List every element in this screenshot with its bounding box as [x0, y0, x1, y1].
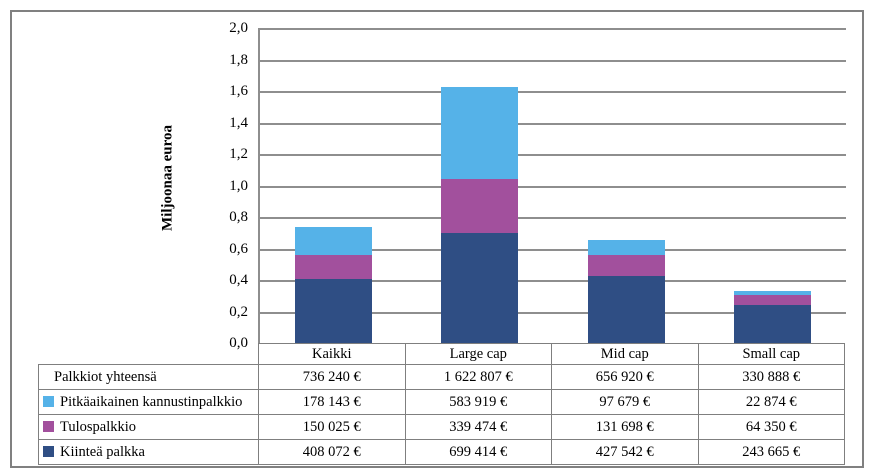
y-tick-label: 0,0 [229, 335, 248, 351]
series-label-cell: Pitkäaikainen kannustinpalkkio [38, 389, 259, 415]
table-row: Tulospalkkio 150 025 €339 474 €131 698 €6… [38, 414, 845, 440]
series-label-cell: Palkkiot yhteensä [38, 364, 259, 390]
gridline [260, 123, 846, 125]
table-row: Pitkäaikainen kannustinpalkkio 178 143 €5… [38, 389, 845, 415]
value-cell: 699 414 € [404, 439, 552, 465]
value-cell: 131 698 € [551, 414, 699, 440]
category-header-cell: Mid cap [551, 343, 699, 365]
bar-segment [587, 239, 665, 255]
value-cell: 339 474 € [404, 414, 552, 440]
y-tick-label: 0,8 [229, 209, 248, 225]
bar-segment [734, 294, 812, 305]
category-header-cell: Kaikki [258, 343, 406, 365]
y-tick-label: 2,0 [229, 20, 248, 36]
value-cell: 97 679 € [551, 389, 699, 415]
series-label-cell: Tulospalkkio [38, 414, 259, 440]
data-table: Kaikki Large cap Mid cap Small cap Palkkiot … [38, 343, 845, 465]
y-tick-label: 1,6 [229, 83, 248, 99]
bar-segment [441, 179, 519, 233]
value-cell: 22 874 € [697, 389, 845, 415]
gridline [260, 154, 846, 156]
gridline [260, 280, 846, 282]
bar-segment [294, 227, 372, 256]
y-tick-label: 0,6 [229, 240, 248, 257]
value-cell: 150 025 € [258, 414, 406, 440]
value-cell: 583 919 € [404, 389, 552, 415]
legend-color-swatch-icon [43, 395, 54, 407]
y-tick-label: 0,4 [229, 272, 248, 288]
value-cell: 408 072 € [258, 439, 406, 465]
bar-segment [587, 254, 665, 276]
y-axis-title: Miljoonaa euroa [159, 125, 176, 231]
value-cell: 178 143 € [258, 389, 406, 415]
bar-segment [441, 87, 519, 180]
gridline [260, 186, 846, 188]
gridline [260, 312, 846, 314]
gridline [260, 28, 846, 30]
bar-segment [294, 255, 372, 279]
y-tick-label: 1,0 [229, 177, 248, 194]
value-cell: 243 665 € [697, 439, 845, 465]
table-row: Palkkiot yhteensä 736 240 €1 622 807 €656… [38, 364, 845, 390]
category-header-row: Kaikki Large cap Mid cap Small cap [39, 343, 845, 365]
y-tick-label: 1,2 [229, 146, 248, 162]
category-header-cell: Small cap [697, 343, 845, 365]
gridline [260, 60, 846, 62]
bar-segment [294, 278, 372, 343]
y-tick-label: 1,8 [229, 51, 248, 68]
gridline [260, 249, 846, 251]
value-cell: 330 888 € [697, 364, 845, 390]
y-tick-label: 1,4 [229, 114, 248, 131]
y-tick-label: 0,2 [229, 303, 248, 320]
bar-segment [734, 290, 812, 295]
value-cell: 1 622 807 € [404, 364, 552, 390]
value-cell: 427 542 € [551, 439, 699, 465]
category-header-cell: Large cap [404, 343, 552, 365]
legend-color-swatch-icon [43, 445, 54, 457]
bar-segment [441, 232, 519, 343]
bar-segment [587, 275, 665, 343]
table-row: Kiinteä palkka 408 072 €699 414 €427 542 … [38, 439, 845, 465]
gridline [260, 91, 846, 93]
bar-segment [734, 304, 812, 343]
plot-area [258, 28, 846, 343]
value-cell: 64 350 € [697, 414, 845, 440]
legend-color-swatch-icon [43, 420, 54, 432]
series-label-cell: Kiinteä palkka [38, 439, 259, 465]
value-cell: 736 240 € [258, 364, 406, 390]
value-cell: 656 920 € [551, 364, 699, 390]
gridline [260, 217, 846, 219]
